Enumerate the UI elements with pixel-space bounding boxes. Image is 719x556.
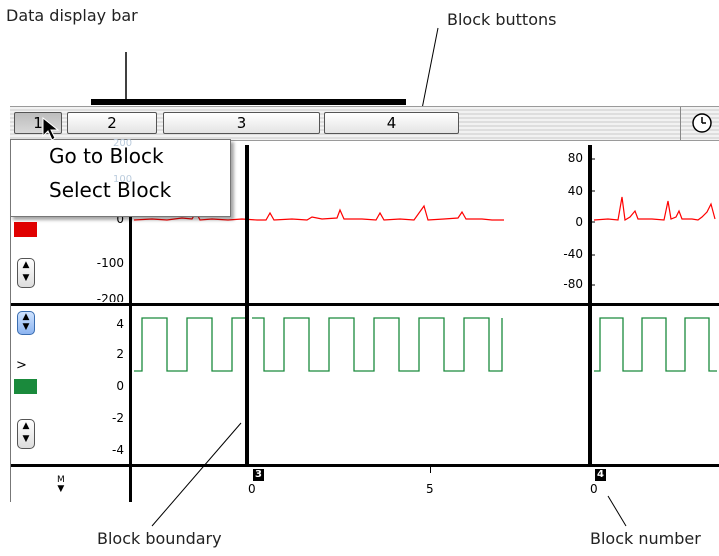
menu-item-go-to-block[interactable]: Go to Block xyxy=(49,144,164,168)
ch2-label: > xyxy=(16,358,27,373)
ch1-right-tick-neg80: -80 xyxy=(563,277,583,291)
block-button-2[interactable]: 2 xyxy=(67,112,157,134)
axis-divider xyxy=(129,139,132,502)
ch2-tick-neg4: -4 xyxy=(112,443,124,457)
menu-item-select-block[interactable]: Select Block xyxy=(49,178,172,202)
ch1-trace-block4 xyxy=(593,196,716,221)
ch1-scale-stepper[interactable]: ▲ ▼ xyxy=(17,258,35,288)
ch2-scale-stepper[interactable]: ▲ ▼ xyxy=(17,419,35,449)
ch1-tick-neg100: -100 xyxy=(96,256,124,270)
ch2-tick-2: 2 xyxy=(116,347,124,361)
ch2-tick-4: 4 xyxy=(116,317,124,331)
ch2-tick-0: 0 xyxy=(116,379,124,393)
time-tick-0b: 0 xyxy=(590,482,598,496)
ch2-tick-neg2: -2 xyxy=(112,411,124,425)
ch1-trace-block3 xyxy=(133,204,504,221)
left-frame xyxy=(10,139,11,502)
menu-ghost-200: 200 xyxy=(113,138,133,149)
ch1-right-tick-0: 0 xyxy=(575,215,583,229)
block-boundary-4[interactable] xyxy=(588,145,592,464)
time-tick-5: 5 xyxy=(426,482,434,496)
data-display-bar[interactable] xyxy=(91,99,406,105)
block-number-3: 3 xyxy=(253,469,264,481)
menu-ghost-100: 100 xyxy=(113,174,133,185)
callout-data-display-bar: Data display bar xyxy=(6,6,138,25)
channel-divider xyxy=(10,303,719,306)
ch1-color-swatch[interactable] xyxy=(14,222,37,237)
ch2-trace-block4 xyxy=(594,317,717,372)
ch2-color-swatch[interactable] xyxy=(14,379,37,394)
time-axis-tick-5 xyxy=(430,467,431,473)
cursor-arrow-icon xyxy=(42,117,60,141)
ch2-scale-stepper-top[interactable]: ▲ ▼ xyxy=(17,311,35,335)
block-button-3[interactable]: 3 xyxy=(163,112,320,134)
block-context-menu: 200 100 Go to Block Select Block xyxy=(10,138,231,217)
time-tick-0: 0 xyxy=(248,482,256,496)
clock-button[interactable] xyxy=(680,107,719,140)
ch1-right-tick-neg40: -40 xyxy=(563,247,583,261)
time-axis-line xyxy=(10,464,719,467)
ch1-right-tick-40: 40 xyxy=(567,184,583,198)
ch1-right-tick-80: 80 xyxy=(567,151,583,165)
block-toolbar: 1 2 3 4 xyxy=(10,106,719,141)
marker-button[interactable]: M ▼ xyxy=(57,475,65,494)
block-button-4[interactable]: 4 xyxy=(324,112,459,134)
ch2-trace-block3 xyxy=(134,317,503,372)
block-number-4: 4 xyxy=(595,469,606,481)
callout-block-boundary: Block boundary xyxy=(97,529,222,548)
marker-button-label: M xyxy=(57,475,65,485)
ch1-tick-neg200: -200 xyxy=(96,292,124,302)
ch1-tick-0: 0 xyxy=(116,212,124,226)
clock-icon xyxy=(692,113,712,133)
callout-block-number: Block number xyxy=(590,529,701,548)
callout-block-buttons: Block buttons xyxy=(447,10,557,29)
block-boundary-3[interactable] xyxy=(245,145,249,464)
